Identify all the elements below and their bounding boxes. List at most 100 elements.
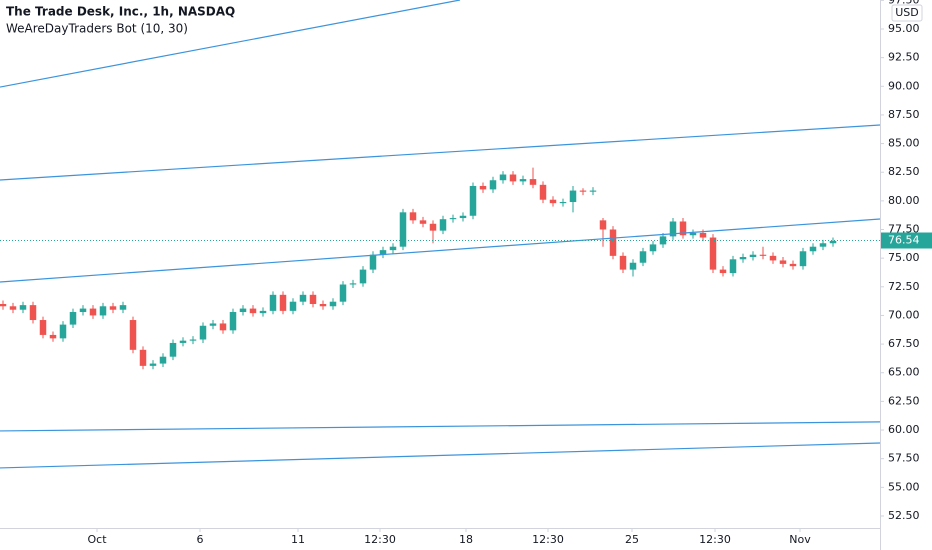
candle-body (189, 339, 197, 341)
candle-body (759, 254, 767, 256)
candle-body (239, 308, 247, 313)
candle-body (579, 190, 587, 192)
y-tick-label: 62.50 (888, 394, 920, 407)
y-tick-label: 87.50 (888, 108, 920, 121)
candle-body (509, 174, 517, 182)
candle-body (219, 323, 227, 331)
candle-body (629, 262, 637, 270)
y-tick-label: 95.00 (888, 22, 920, 35)
candle-body (459, 215, 467, 219)
candle-body (519, 179, 527, 182)
candle-body (369, 254, 377, 270)
candle-body (499, 174, 507, 181)
candle-body (599, 220, 607, 230)
candle-body (99, 306, 107, 316)
candle-body (279, 294, 287, 311)
candle-body (299, 294, 307, 302)
candle-body (649, 244, 657, 252)
candle-body (19, 305, 27, 310)
x-tick-label: 11 (291, 533, 305, 546)
y-tick-label: 80.00 (888, 194, 920, 207)
candle-body (69, 312, 77, 325)
candle-body (779, 260, 787, 264)
chart-title: The Trade Desk, Inc., 1h, NASDAQ (6, 5, 235, 19)
last-price-box (881, 232, 932, 249)
candle-body (719, 269, 727, 274)
candle-body (249, 308, 257, 314)
candle-body (559, 202, 567, 204)
candle-body (809, 246, 817, 252)
x-tick-label: Oct (87, 533, 107, 546)
candle-body (259, 310, 267, 314)
candle-body (119, 305, 127, 310)
candle-body (169, 342, 177, 357)
candle-body (609, 229, 617, 256)
candle-body (199, 325, 207, 340)
candle-body (699, 232, 707, 238)
trend-line (0, 421, 881, 432)
candle-body (59, 324, 67, 339)
trend-line (0, 124, 881, 181)
candle-body (789, 263, 797, 267)
x-tick-label: Nov (789, 533, 811, 546)
candle-body (769, 255, 777, 261)
trend-line (0, 442, 881, 469)
y-tick-label: 90.00 (888, 79, 920, 92)
candle-body (139, 349, 147, 366)
candle-body (79, 308, 87, 313)
x-tick-label: 25 (625, 533, 639, 546)
candle-body (419, 220, 427, 224)
currency-box[interactable] (891, 4, 923, 22)
y-tick-label: 97.50 (888, 0, 920, 6)
candle-body (429, 223, 437, 231)
candle-body (149, 363, 157, 366)
candle-body (329, 301, 337, 307)
trend-line (0, 218, 881, 283)
x-tick-label: 18 (459, 533, 473, 546)
x-tick-label: 12:30 (532, 533, 564, 546)
candle-body (39, 320, 47, 335)
candle-body (129, 320, 137, 350)
candle-body (89, 308, 97, 316)
candle-body (469, 185, 477, 216)
last-price-label: 76.54 (888, 234, 920, 247)
candle-body (589, 190, 597, 192)
y-tick-label: 65.00 (888, 366, 920, 379)
candle-body (379, 250, 387, 255)
candle-body (399, 212, 407, 247)
candle-body (729, 259, 737, 274)
plot-area (0, 0, 881, 469)
candle-body (349, 283, 357, 285)
y-tick-label: 85.00 (888, 137, 920, 150)
candle-body (9, 306, 17, 310)
y-tick-label: 82.50 (888, 165, 920, 178)
candle-body (739, 257, 747, 260)
y-tick-label: 60.00 (888, 423, 920, 436)
candle-body (569, 190, 577, 203)
candle-body (289, 301, 297, 311)
candle-body (619, 255, 627, 270)
y-tick-label: 55.00 (888, 480, 920, 493)
candle-body (479, 185, 487, 190)
candle-body (359, 269, 367, 284)
candle-body (679, 221, 687, 236)
candle-body (799, 251, 807, 267)
x-tick-label: 6 (197, 533, 204, 546)
y-tick-label: 52.50 (888, 509, 920, 522)
candle-body (49, 334, 57, 339)
currency[interactable]: USD (895, 6, 919, 19)
y-tick-label: 77.50 (888, 223, 920, 236)
trend-line (0, 0, 461, 88)
candle-body (639, 251, 647, 263)
candle-body (829, 240, 837, 244)
candle-body (179, 340, 187, 343)
candle-body (709, 237, 717, 270)
candle-body (449, 218, 457, 220)
x-tick-label: 12:30 (364, 533, 396, 546)
candle-body (749, 254, 757, 258)
indicator-name: WeAreDayTraders Bot (10, 30) (6, 22, 188, 36)
candle-body (29, 305, 37, 321)
candle-body (0, 303, 7, 307)
